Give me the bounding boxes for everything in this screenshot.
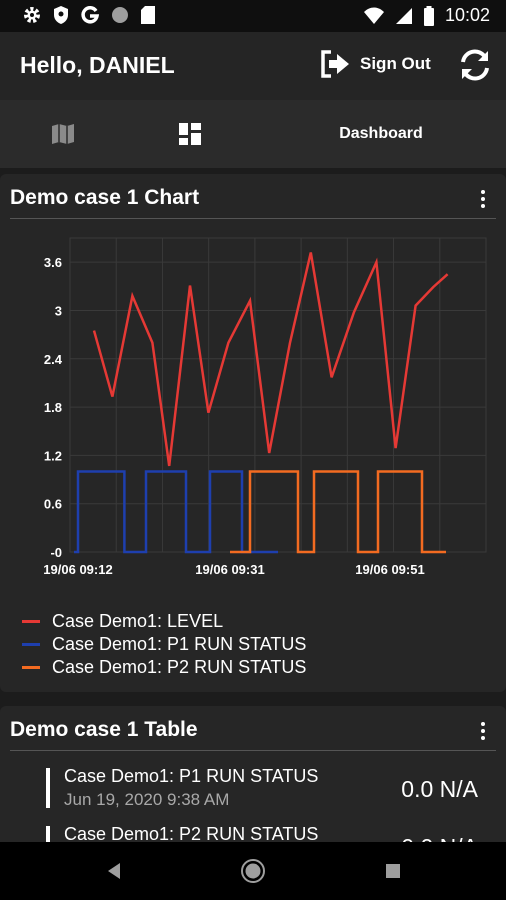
plot-area <box>69 237 487 553</box>
chart-legend: Case Demo1: LEVEL Case Demo1: P1 RUN STA… <box>22 610 306 679</box>
table-card: Demo case 1 Table Case Demo1: P1 RUN STA… <box>0 706 506 866</box>
series-line-0 <box>92 252 449 467</box>
more-vert-icon <box>481 190 485 194</box>
tab-map[interactable] <box>30 100 96 168</box>
google-icon <box>81 6 100 24</box>
legend-swatch-p2 <box>22 666 40 669</box>
status-icons-right: 10:02 <box>363 5 490 26</box>
tab-dashboard-label: Dashboard <box>339 125 423 142</box>
map-icon <box>52 124 74 144</box>
nav-back-button[interactable] <box>84 842 144 900</box>
row-indicator <box>46 768 50 808</box>
status-time: 10:02 <box>444 5 490 25</box>
refresh-button[interactable] <box>458 48 492 87</box>
table-card-menu-button[interactable] <box>478 720 488 746</box>
wifi-icon <box>363 7 384 24</box>
series-line-1 <box>74 470 278 554</box>
legend-item-p1: Case Demo1: P1 RUN STATUS <box>22 633 306 656</box>
y-tick-label: 0.6 <box>44 497 62 512</box>
battery-icon <box>423 5 434 26</box>
table-row[interactable]: Case Demo1: P1 RUN STATUS Jun 19, 2020 9… <box>46 766 486 816</box>
legend-label-p1: Case Demo1: P1 RUN STATUS <box>52 634 307 654</box>
nav-home-button[interactable] <box>223 842 283 900</box>
home-circle-icon <box>241 859 265 883</box>
status-bar: 10:02 <box>0 0 506 32</box>
sign-out-label: Sign Out <box>360 54 431 73</box>
chart-card: Demo case 1 Chart -0 0.6 1.2 1.8 2.4 3 3.6 19/0… <box>0 174 506 692</box>
line-chart: -0 0.6 1.2 1.8 2.4 3 3.6 19/06 09:12 19/06 09:31… <box>43 237 487 577</box>
table-card-title: Demo case 1 Table <box>10 718 198 741</box>
status-icons-left <box>22 5 156 25</box>
legend-item-level: Case Demo1: LEVEL <box>22 610 306 633</box>
system-nav-bar <box>0 842 506 900</box>
more-vert-icon <box>481 722 485 726</box>
x-tick-label: 19/06 09:12 <box>43 562 112 577</box>
chart-card-menu-button[interactable] <box>478 188 488 214</box>
settings-gear-icon <box>24 7 40 23</box>
back-triangle-icon <box>108 863 120 879</box>
dashboard-grid-icon <box>179 123 201 145</box>
row-date: Jun 19, 2020 9:38 AM <box>64 790 230 809</box>
y-tick-label: 3 <box>55 303 62 318</box>
chart-card-divider <box>10 218 496 219</box>
row-name: Case Demo1: P2 RUN STATUS <box>64 824 319 844</box>
row-value: 0.0 N/A <box>401 776 478 802</box>
cell-signal-icon <box>395 7 412 24</box>
recents-square-icon <box>386 864 400 878</box>
legend-swatch-p1 <box>22 643 40 646</box>
x-tick-label: 19/06 09:51 <box>355 562 424 577</box>
chart-card-title: Demo case 1 Chart <box>10 186 200 209</box>
tab-bar: Dashboard <box>0 100 506 168</box>
legend-label-level: Case Demo1: LEVEL <box>52 611 224 631</box>
app-header: Hello, DANIEL Sign Out <box>0 32 506 100</box>
series-line-2 <box>230 470 446 554</box>
y-tick-label: -0 <box>50 545 62 560</box>
nav-recents-button[interactable] <box>363 842 423 900</box>
row-name: Case Demo1: P1 RUN STATUS <box>64 766 319 786</box>
sign-out-button[interactable]: Sign Out <box>320 50 431 78</box>
legend-label-p2: Case Demo1: P2 RUN STATUS <box>52 657 307 677</box>
y-tick-label: 2.4 <box>44 352 63 367</box>
y-tick-label: 3.6 <box>44 255 62 270</box>
sd-card-icon <box>141 6 155 24</box>
tab-dashboard[interactable]: Dashboard <box>316 100 446 168</box>
table-card-divider <box>10 750 496 751</box>
shield-icon <box>54 6 68 24</box>
y-tick-label: 1.2 <box>44 448 62 463</box>
tab-widgets[interactable] <box>157 100 223 168</box>
circle-status-icon <box>112 7 128 23</box>
legend-item-p2: Case Demo1: P2 RUN STATUS <box>22 656 306 679</box>
refresh-icon <box>461 49 489 81</box>
sign-out-icon <box>321 50 349 78</box>
y-tick-label: 1.8 <box>44 400 62 415</box>
legend-swatch-level <box>22 620 40 623</box>
x-tick-label: 19/06 09:31 <box>195 562 264 577</box>
greeting-text: Hello, DANIEL <box>20 52 175 78</box>
